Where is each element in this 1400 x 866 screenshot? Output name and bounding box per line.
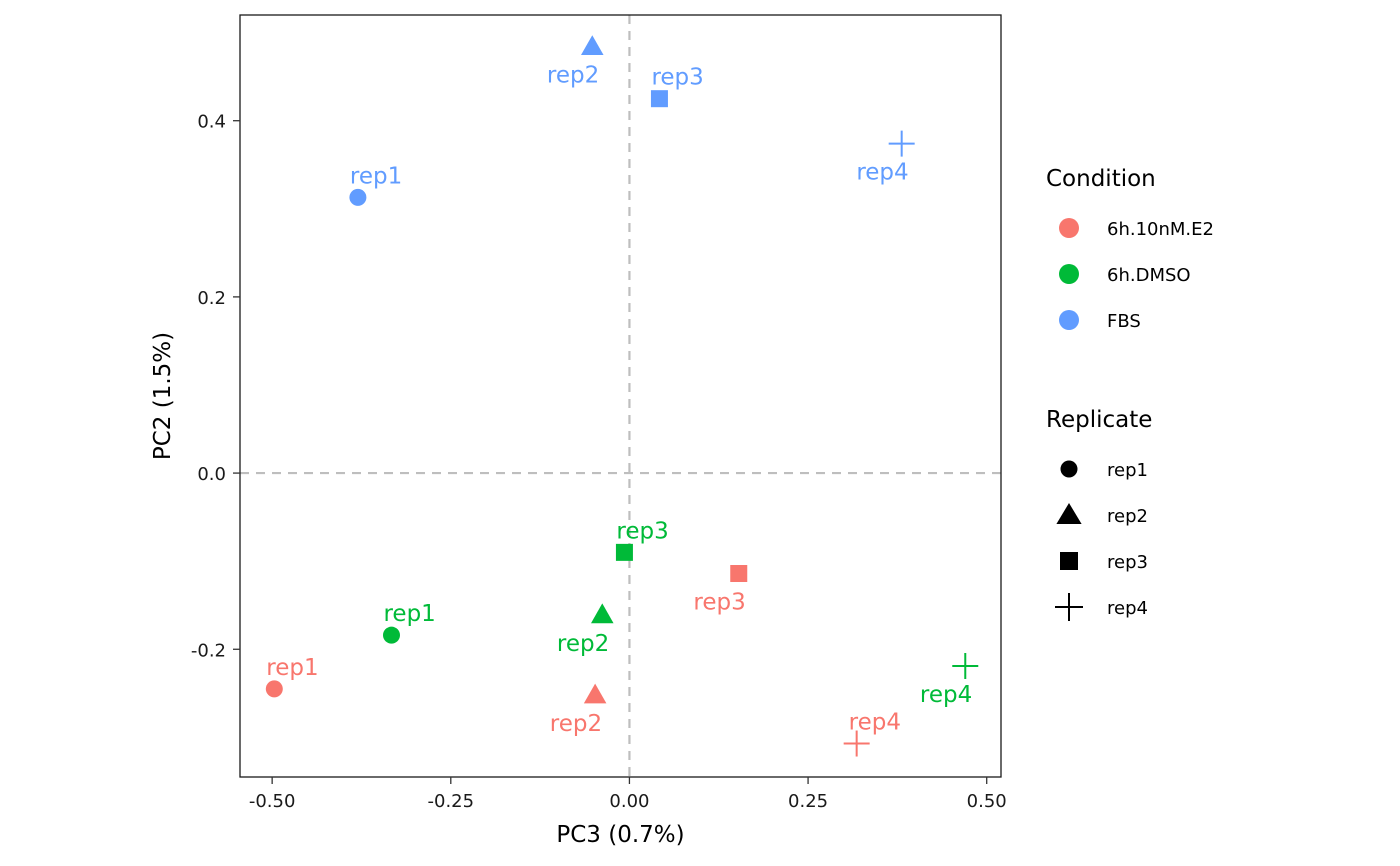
point-6h-dmso-rep1 — [382, 626, 400, 644]
legend-replicate-rep3-key — [1060, 552, 1078, 570]
legend-title-condition: Condition — [1046, 166, 1156, 192]
point-label-6h-10nm-e2-rep2: rep2 — [550, 711, 602, 737]
point-label-fbs-rep2: rep2 — [547, 63, 599, 89]
y-tick-label: 0.2 — [197, 288, 226, 309]
y-tick-label: 0.0 — [197, 464, 226, 485]
legend-condition-6h-10nm-e2-key — [1059, 218, 1079, 238]
point-6h-dmso-rep3 — [615, 543, 633, 561]
plot-area: rep1 rep2 rep3 rep4 rep1 rep2 rep3 rep4 rep1 rep2… — [240, 15, 1001, 777]
legend-condition-6h-dmso-label: 6h.DMSO — [1107, 265, 1191, 286]
y-tick-label: 0.4 — [197, 112, 226, 133]
legend-replicate-rep4-key — [1055, 593, 1083, 621]
point-label-6h-dmso-rep3: rep3 — [616, 518, 668, 544]
legend-replicate-rep1-key — [1060, 460, 1078, 478]
axes: -0.50 -0.25 0.00 0.25 0.50 -0.2 0.0 0.2 0.4 PC3 (… — [150, 14, 1007, 848]
point-label-6h-dmso-rep1: rep1 — [383, 601, 435, 627]
point-fbs-rep4 — [888, 130, 915, 157]
point-label-fbs-rep3: rep3 — [651, 65, 703, 91]
point-6h-10nm-e2-rep3 — [730, 565, 748, 583]
legend-replicate-rep2-key — [1056, 503, 1082, 524]
point-6h-10nm-e2-rep4 — [843, 730, 870, 757]
point-6h-dmso-rep2 — [591, 603, 614, 624]
y-tick-label: -0.2 — [191, 640, 226, 661]
point-fbs-rep3 — [650, 90, 668, 108]
panel-background — [240, 15, 1001, 777]
legend-replicate-rep3-label: rep3 — [1107, 552, 1148, 573]
point-6h-10nm-e2-rep1 — [265, 680, 283, 698]
point-6h-10nm-e2-rep2 — [583, 683, 607, 704]
legend-replicate-rep2-label: rep2 — [1107, 506, 1148, 527]
legend-condition-6h-10nm-e2-label: 6h.10nM.E2 — [1107, 219, 1214, 240]
x-tick-label: -0.50 — [249, 791, 296, 812]
legend-title-replicate: Replicate — [1046, 407, 1152, 433]
point-label-fbs-rep4: rep4 — [856, 160, 908, 186]
legend-replicate-rep1-label: rep1 — [1107, 460, 1148, 481]
y-axis-title: PC2 (1.5%) — [150, 332, 176, 460]
legend: Condition 6h.10nM.E2 6h.DMSO FBS Replicate re… — [1046, 166, 1214, 621]
point-label-6h-10nm-e2-rep3: rep3 — [693, 590, 745, 616]
legend-replicate-rep4-label: rep4 — [1107, 598, 1148, 619]
point-label-6h-dmso-rep4: rep4 — [920, 682, 972, 708]
legend-condition-fbs-key — [1059, 310, 1079, 330]
point-6h-dmso-rep4 — [952, 653, 979, 680]
legend-condition-6h-dmso-key — [1059, 264, 1079, 284]
point-label-6h-10nm-e2-rep1: rep1 — [266, 655, 318, 681]
point-fbs-rep1 — [349, 188, 367, 206]
x-tick-label: 0.50 — [967, 791, 1007, 812]
point-label-6h-dmso-rep2: rep2 — [557, 631, 609, 657]
x-axis-title: PC3 (0.7%) — [556, 822, 684, 848]
x-tick-label: 0.25 — [788, 791, 828, 812]
point-label-6h-10nm-e2-rep4: rep4 — [849, 710, 901, 736]
legend-condition-fbs-label: FBS — [1107, 311, 1141, 332]
x-tick-label: -0.25 — [428, 791, 475, 812]
point-fbs-rep2 — [581, 35, 604, 55]
x-tick-label: 0.00 — [609, 791, 649, 812]
panel-border — [239, 14, 1002, 778]
point-label-fbs-rep1: rep1 — [350, 163, 402, 189]
